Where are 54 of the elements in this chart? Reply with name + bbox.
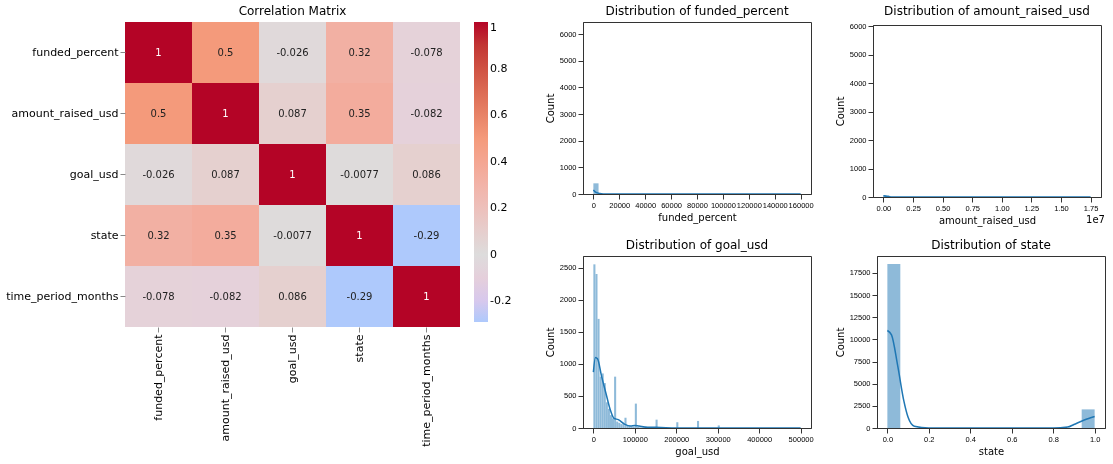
y-tick-label: amount_raised_usd: [11, 106, 119, 120]
data-label: 1: [222, 107, 229, 119]
y-tick-label: state: [90, 228, 119, 242]
data-label: 1: [289, 168, 296, 180]
data-label: -0.082: [209, 290, 242, 302]
data-label: 0.5: [217, 46, 234, 58]
data-label: 0.086: [278, 290, 307, 302]
data-label: 0.086: [412, 168, 441, 180]
y-axis-title: Count: [834, 327, 846, 358]
color-bar-label: 0.8: [490, 61, 508, 75]
text: 1e7: [1086, 214, 1105, 225]
color-bar-label: 0.4: [490, 154, 508, 168]
data-label: 1: [423, 290, 430, 302]
data-label: 1: [356, 229, 363, 241]
data-label: 0.32: [348, 46, 371, 58]
data-label: 0.5: [150, 107, 167, 119]
x-axis-title: state: [978, 446, 1005, 457]
color-bar-label: 1: [490, 21, 497, 34]
chart-title: Distribution of goal_usd: [625, 238, 769, 252]
data-label: -0.0077: [273, 229, 312, 241]
data-label: 0.32: [147, 229, 170, 241]
color-bar-label: 0: [490, 247, 497, 261]
data-label: -0.026: [142, 168, 175, 180]
chart-title: Correlation Matrix: [238, 4, 347, 18]
x-axis-title: amount_raised_usd: [938, 215, 1037, 227]
data-label: -0.078: [410, 46, 443, 58]
x-tick-label: goal_usd: [285, 334, 299, 384]
chart-title: Distribution of funded_percent: [605, 4, 789, 18]
y-axis-title: Count: [544, 327, 556, 358]
y-axis-title: Count: [834, 96, 846, 127]
chart-title: Distribution of amount_raised_usd: [884, 4, 1090, 19]
x-tick-label: amount_raised_usd: [218, 334, 232, 442]
data-label: 0.35: [214, 229, 237, 241]
data-label: -0.026: [276, 46, 309, 58]
data-label: -0.082: [410, 107, 443, 119]
data-label: 0.087: [278, 107, 307, 119]
x-axis-title: funded_percent: [658, 212, 737, 224]
color-bar-label: -0.2: [490, 294, 512, 308]
data-label: 0.087: [211, 168, 240, 180]
chart-title: Distribution of state: [931, 238, 1051, 252]
data-label: -0.29: [346, 290, 373, 302]
data-label: 1: [155, 46, 162, 58]
x-tick-label: state: [352, 334, 366, 363]
data-label: 0.35: [348, 107, 371, 119]
color-bar-label: 0.6: [490, 108, 508, 122]
data-label: -0.29: [413, 229, 440, 241]
y-tick-label: time_period_months: [6, 289, 119, 303]
y-axis-title: Count: [544, 93, 556, 124]
y-tick-label: goal_usd: [69, 167, 119, 181]
data-label: -0.0077: [340, 168, 379, 180]
data-label: -0.078: [142, 290, 175, 302]
y-tick-label: funded_percent: [32, 45, 120, 59]
x-tick-label: time_period_months: [419, 334, 433, 447]
x-axis-title: goal_usd: [675, 446, 720, 458]
